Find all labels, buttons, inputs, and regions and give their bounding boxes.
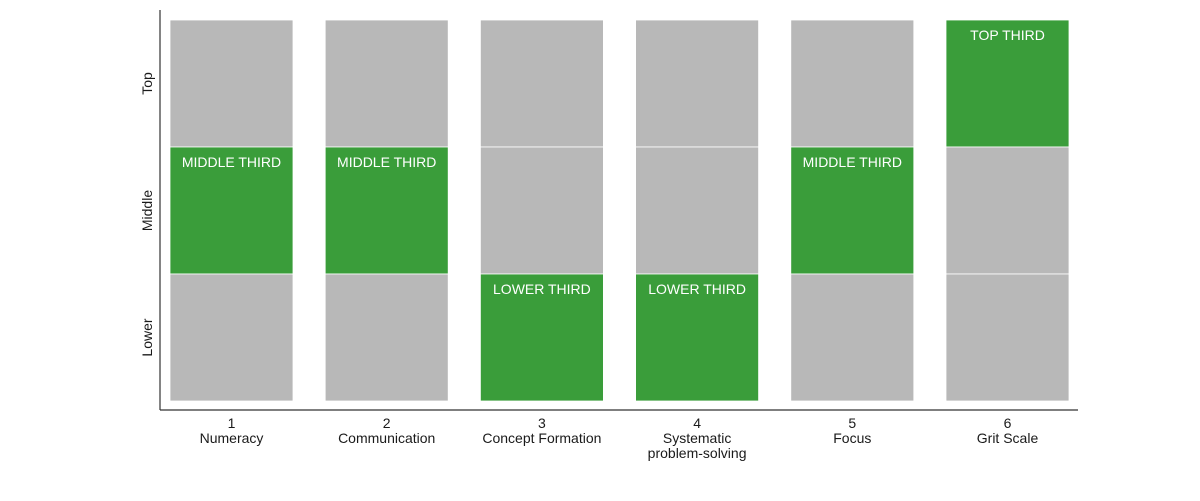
x-tick-number-6: 6 [1004,415,1012,431]
segment-label-6: TOP THIRD [970,27,1045,43]
bar-segment-6-lower [945,273,1070,402]
x-tick-label-4-line-2: problem-solving [648,445,747,461]
bar-column-4 [635,19,759,402]
bar-column-5 [790,19,915,402]
x-tick-label-2: Communication [338,430,435,446]
y-tick-label-middle: Middle [139,190,155,231]
bars-layer [169,19,1070,402]
segment-labels-layer: MIDDLE THIRD MIDDLE THIRD LOWER THIRD LOWER… [182,27,1045,297]
segment-label-1: MIDDLE THIRD [182,154,281,170]
bar-segment-3-top [479,19,604,148]
bar-segment-4-lower-highlight [635,273,759,402]
x-tick-number-3: 3 [538,415,546,431]
bar-segment-5-lower [790,273,915,402]
bar-column-1 [169,19,294,402]
x-tick-number-5: 5 [848,415,856,431]
segment-label-3: LOWER THIRD [493,281,591,297]
bar-segment-5-middle-highlight [790,146,915,275]
x-tick-label-5: Focus [833,430,871,446]
bar-segment-4-middle [635,146,759,275]
bar-segment-2-middle-highlight [324,146,449,275]
bar-segment-1-middle-highlight [169,146,294,275]
x-tick-label-6: Grit Scale [977,430,1039,446]
bar-segment-2-lower [324,273,449,402]
bar-segment-6-middle [945,146,1070,275]
bar-segment-1-lower [169,273,294,402]
bar-column-6 [945,19,1070,402]
y-tick-labels: Lower Middle Top [139,72,155,357]
bar-segment-4-top [635,19,759,148]
segment-label-2: MIDDLE THIRD [337,154,436,170]
x-tick-label-3: Concept Formation [482,430,601,446]
y-tick-label-lower: Lower [139,318,155,356]
bar-segment-3-middle [479,146,604,275]
x-tick-label-4-line-1: Systematic [663,430,731,446]
bar-column-2 [324,19,449,402]
bar-segment-2-top [324,19,449,148]
x-tick-label-1: Numeracy [200,430,264,446]
bar-segment-3-lower-highlight [479,273,604,402]
bar-segment-5-top [790,19,915,148]
y-tick-label-top: Top [139,72,155,95]
segment-label-4: LOWER THIRD [648,281,746,297]
x-tick-number-2: 2 [383,415,391,431]
x-tick-number-4: 4 [693,415,701,431]
bar-segment-6-top-highlight [945,19,1070,148]
bar-segment-1-top [169,19,294,148]
segment-label-5: MIDDLE THIRD [803,154,902,170]
x-tick-number-1: 1 [228,415,236,431]
bar-column-3 [479,19,604,402]
